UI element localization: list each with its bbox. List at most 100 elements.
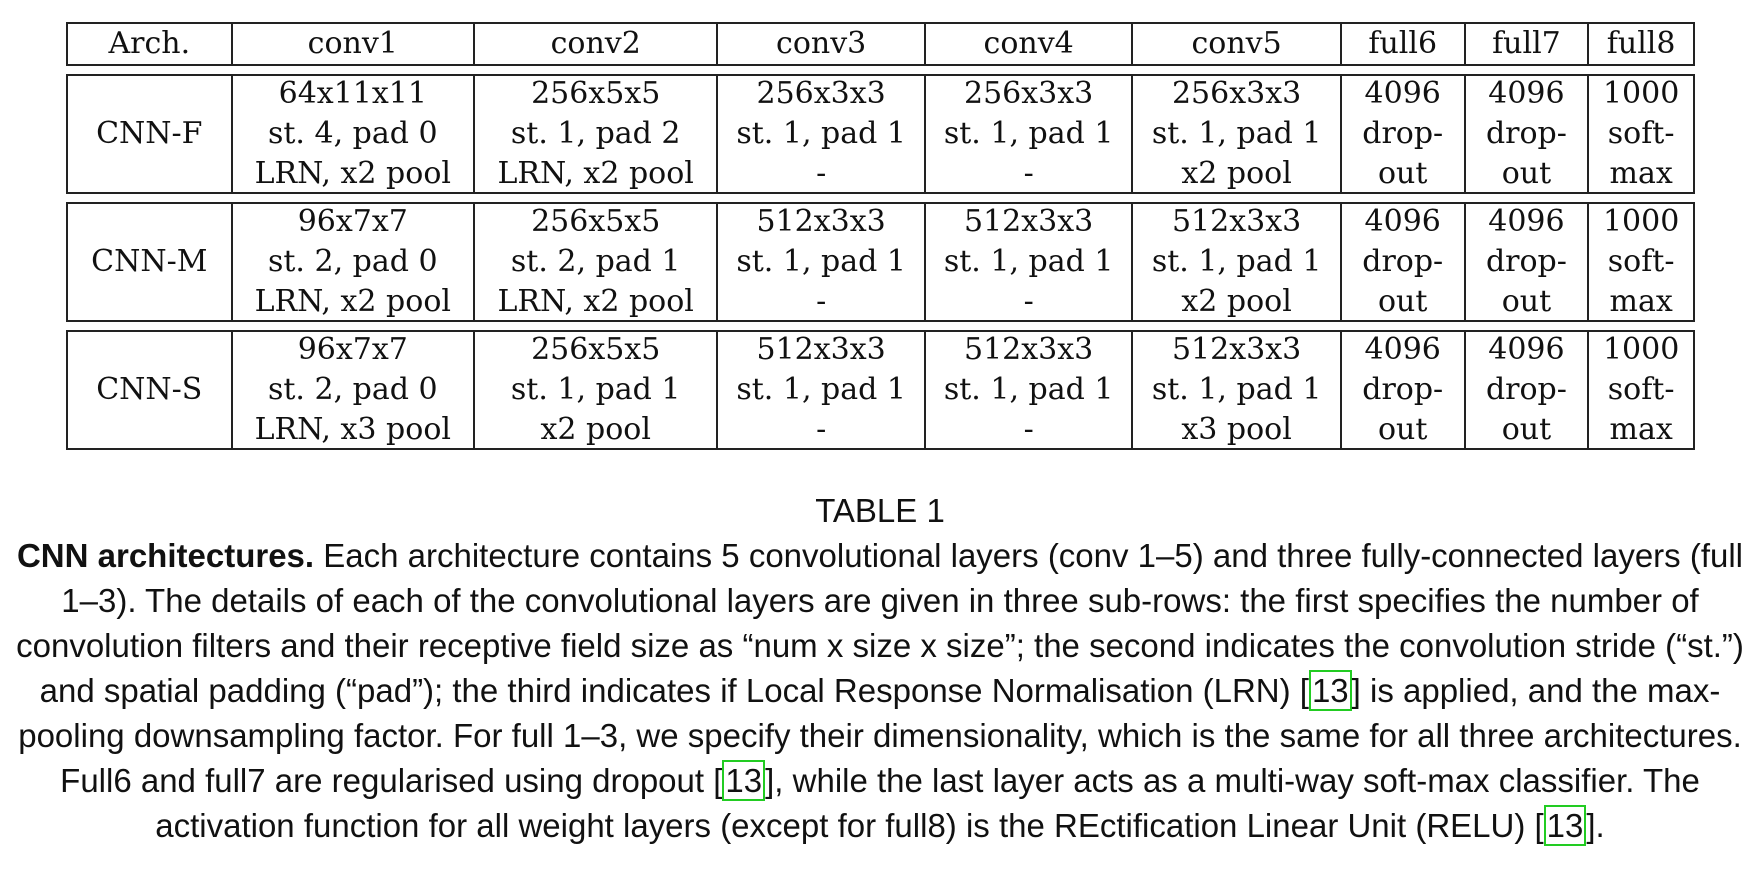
layer-cell-conv4: 512x3x3 st. 1, pad 1 - [923,204,1131,320]
layer-cell-conv4: 256x3x3 st. 1, pad 1 - [923,76,1131,192]
reg-line1: drop- [1362,116,1444,151]
layer-cell-conv3: 256x3x3 st. 1, pad 1 - [716,76,923,192]
layer-cell-conv5: 512x3x3 st. 1, pad 1 x2 pool [1131,204,1339,320]
layer-cell-full6: 4096 drop-out [1339,76,1464,192]
header-cell-conv5: conv5 [1131,24,1339,64]
header-cell-conv1: conv1 [230,24,473,64]
layer-cell-full6: 4096 drop-out [1339,204,1464,320]
stride-pad: st. 1, pad 2 [510,116,681,151]
caption-title: CNN architectures. [16,537,315,574]
filter-spec: 96x7x7 [297,332,408,367]
table-row-cnn-f: CNN-F 64x11x11 st. 4, pad 0 LRN, x2 pool 2… [66,74,1695,194]
table-row-cnn-m: CNN-M 96x7x7 st. 2, pad 0 LRN, x2 pool 256… [66,202,1695,322]
arch-name-cell: CNN-S [68,332,231,448]
layer-cell-conv2: 256x5x5 st. 2, pad 1 LRN, x2 pool [473,204,716,320]
arch-name: CNN-F [96,116,203,151]
act-line2: max [1609,284,1673,319]
stride-pad: st. 1, pad 1 [736,244,906,279]
stride-pad: st. 1, pad 1 [943,244,1114,279]
arch-name: CNN-M [91,244,208,279]
filter-spec: 512x3x3 [1171,332,1302,367]
reg-line2: out [1501,412,1552,447]
reg-line2: out [1377,156,1428,191]
table-header-row: Arch. conv1 conv2 conv3 conv4 conv5 full… [66,22,1695,66]
table-caption: TABLE 1 CNN architectures. Each architec… [10,488,1750,848]
filter-spec: 256x5x5 [531,332,661,367]
units: 1000 [1602,76,1680,111]
stride-pad: st. 1, pad 1 [1151,244,1322,279]
norm-pool: x2 pool [1181,284,1292,319]
header-cell-full8: full8 [1587,24,1693,64]
header-cell-conv4: conv4 [923,24,1131,64]
layer-cell-conv5: 512x3x3 st. 1, pad 1 x3 pool [1131,332,1339,448]
units: 1000 [1602,332,1680,367]
layer-cell-full8: 1000 soft-max [1587,76,1693,192]
filter-spec: 256x5x5 [531,76,661,111]
layer-cell-full7: 4096 drop-out [1463,76,1588,192]
act-line1: soft- [1607,244,1675,279]
citation-link[interactable]: 13 [722,760,766,801]
caption-text-2: ] is applied, and the max-pooling downsa… [18,672,1742,799]
norm-pool: LRN, x3 pool [254,412,451,447]
header-cell-conv3: conv3 [716,24,923,64]
caption-text-1: Each architecture contains 5 convolution… [16,537,1744,709]
reg-line2: out [1501,284,1552,319]
header-cell-full6: full6 [1339,24,1464,64]
filter-spec: 256x5x5 [531,204,661,239]
units: 4096 [1364,332,1441,367]
layer-cell-conv5: 256x3x3 st. 1, pad 1 x2 pool [1131,76,1339,192]
stride-pad: st. 1, pad 1 [736,116,906,151]
citation-link[interactable]: 13 [1308,670,1352,711]
reg-line1: drop- [1485,372,1567,407]
act-line1: soft- [1607,372,1675,407]
units: 4096 [1364,76,1441,111]
layer-cell-conv3: 512x3x3 st. 1, pad 1 - [716,332,923,448]
filter-spec: 96x7x7 [297,204,408,239]
norm-pool: x2 pool [540,412,651,447]
norm-pool: x3 pool [1181,412,1292,447]
norm-pool: x2 pool [1181,156,1292,191]
stride-pad: st. 2, pad 0 [267,372,438,407]
citation-link[interactable]: 13 [1543,805,1587,846]
reg-line2: out [1377,412,1428,447]
layer-cell-full7: 4096 drop-out [1463,204,1588,320]
stride-pad: st. 1, pad 1 [736,372,906,407]
layer-cell-conv4: 512x3x3 st. 1, pad 1 - [923,332,1131,448]
norm-pool: - [816,156,827,191]
units: 4096 [1488,204,1565,239]
filter-spec: 512x3x3 [963,332,1094,367]
reg-line1: drop- [1362,372,1444,407]
layer-cell-conv2: 256x5x5 st. 1, pad 2 LRN, x2 pool [473,76,716,192]
norm-pool: - [1023,284,1034,319]
norm-pool: - [816,412,827,447]
act-line1: soft- [1607,116,1675,151]
units: 4096 [1364,204,1441,239]
filter-spec: 512x3x3 [756,332,886,367]
layer-cell-conv1: 96x7x7 st. 2, pad 0 LRN, x3 pool [230,332,473,448]
norm-pool: LRN, x2 pool [254,284,451,319]
layer-cell-full8: 1000 soft-max [1587,332,1693,448]
filter-spec: 512x3x3 [963,204,1094,239]
stride-pad: st. 1, pad 1 [510,372,681,407]
filter-spec: 256x3x3 [1171,76,1302,111]
stride-pad: st. 1, pad 1 [1151,372,1322,407]
units: 1000 [1602,204,1680,239]
norm-pool: - [816,284,827,319]
act-line2: max [1609,156,1673,191]
norm-pool: LRN, x2 pool [254,156,451,191]
filter-spec: 256x3x3 [756,76,886,111]
architectures-table: Arch. conv1 conv2 conv3 conv4 conv5 full… [66,22,1695,458]
stride-pad: st. 2, pad 1 [510,244,681,279]
filter-spec: 256x3x3 [963,76,1094,111]
arch-name-cell: CNN-F [68,76,231,192]
caption-label: TABLE 1 [815,492,945,529]
stride-pad: st. 1, pad 1 [943,372,1114,407]
header-cell-arch: Arch. [108,26,191,61]
reg-line1: drop- [1362,244,1444,279]
norm-pool: LRN, x2 pool [497,156,694,191]
reg-line1: drop- [1485,116,1567,151]
layer-cell-full7: 4096 drop-out [1463,332,1588,448]
stride-pad: st. 4, pad 0 [267,116,438,151]
header-cell-conv2: conv2 [473,24,716,64]
norm-pool: LRN, x2 pool [497,284,694,319]
